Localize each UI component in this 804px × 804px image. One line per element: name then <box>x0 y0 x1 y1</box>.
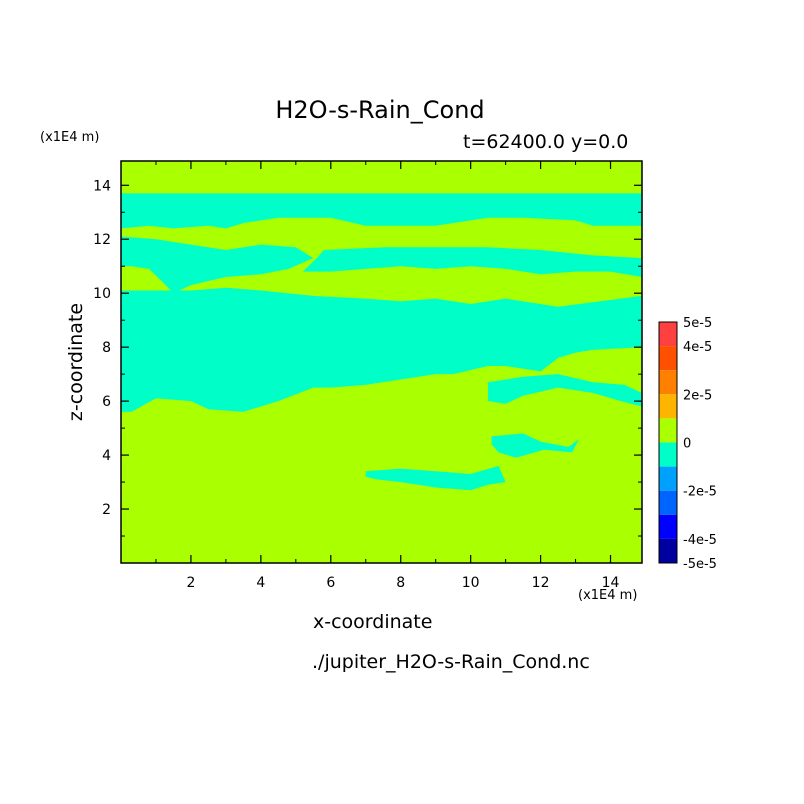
colorbar-label: 5e-5 <box>683 316 712 331</box>
negative-region-6 <box>365 465 506 491</box>
x-tick-label: 6 <box>326 575 335 591</box>
y-tick-label: 6 <box>102 394 111 410</box>
colorbar-bin-0 <box>659 322 677 347</box>
colorbar: 5e-5 4e-5 2e-5 0 -2e-5 -4e-5 -5e-5 <box>658 316 717 572</box>
y-tick-label: 12 <box>93 232 111 248</box>
y-axis-unit: (x1E4 m) <box>40 130 100 145</box>
contour-regions <box>121 193 642 491</box>
file-name-label: ./jupiter_H2O-s-Rain_Cond.nc <box>312 651 590 673</box>
y-tick-label: 14 <box>93 178 111 194</box>
chart-title: H2O-s-Rain_Cond <box>275 96 485 124</box>
y-axis-ticks: 2 4 6 8 10 12 14 <box>93 178 642 537</box>
colorbar-label: 4e-5 <box>683 340 712 355</box>
x-tick-label: 4 <box>256 575 265 591</box>
colorbar-bin-7 <box>659 490 677 515</box>
y-tick-label: 8 <box>102 340 111 356</box>
x-tick-label: 8 <box>396 575 405 591</box>
x-axis-unit: (x1E4 m) <box>578 588 638 603</box>
colorbar-bin-6 <box>659 466 677 491</box>
x-axis-label: x-coordinate <box>313 611 433 633</box>
colorbar-bin-9 <box>659 538 677 563</box>
colorbar-bin-5 <box>659 442 677 467</box>
time-subtitle: t=62400.0 y=0.0 <box>463 131 629 153</box>
y-tick-label: 4 <box>102 448 111 464</box>
colorbar-label: -4e-5 <box>683 533 717 548</box>
colorbar-label: 0 <box>683 437 691 452</box>
colorbar-bin-3 <box>659 394 677 419</box>
negative-region-1 <box>121 236 314 294</box>
x-tick-label: 12 <box>532 575 550 591</box>
negative-region-0 <box>121 193 642 229</box>
colorbar-bin-1 <box>659 346 677 371</box>
colorbar-label: 2e-5 <box>683 388 712 403</box>
colorbar-label: -5e-5 <box>683 557 717 572</box>
colorbar-bin-8 <box>659 514 677 539</box>
colorbar-label: -2e-5 <box>683 485 717 500</box>
negative-region-5 <box>491 433 580 458</box>
colorbar-bin-4 <box>659 418 677 443</box>
y-tick-label: 2 <box>102 502 111 518</box>
colorbar-bin-2 <box>659 370 677 395</box>
colorbar-frame <box>658 321 678 564</box>
negative-region-4 <box>488 374 642 407</box>
negative-region-3 <box>121 287 642 412</box>
x-axis-ticks: 2 4 6 8 10 12 14 <box>155 161 620 591</box>
x-tick-label: 2 <box>186 575 195 591</box>
y-tick-label: 10 <box>93 286 111 302</box>
negative-region-2 <box>302 247 642 277</box>
x-tick-label: 14 <box>602 575 620 591</box>
plot-frame <box>120 160 643 564</box>
x-tick-label: 10 <box>462 575 480 591</box>
